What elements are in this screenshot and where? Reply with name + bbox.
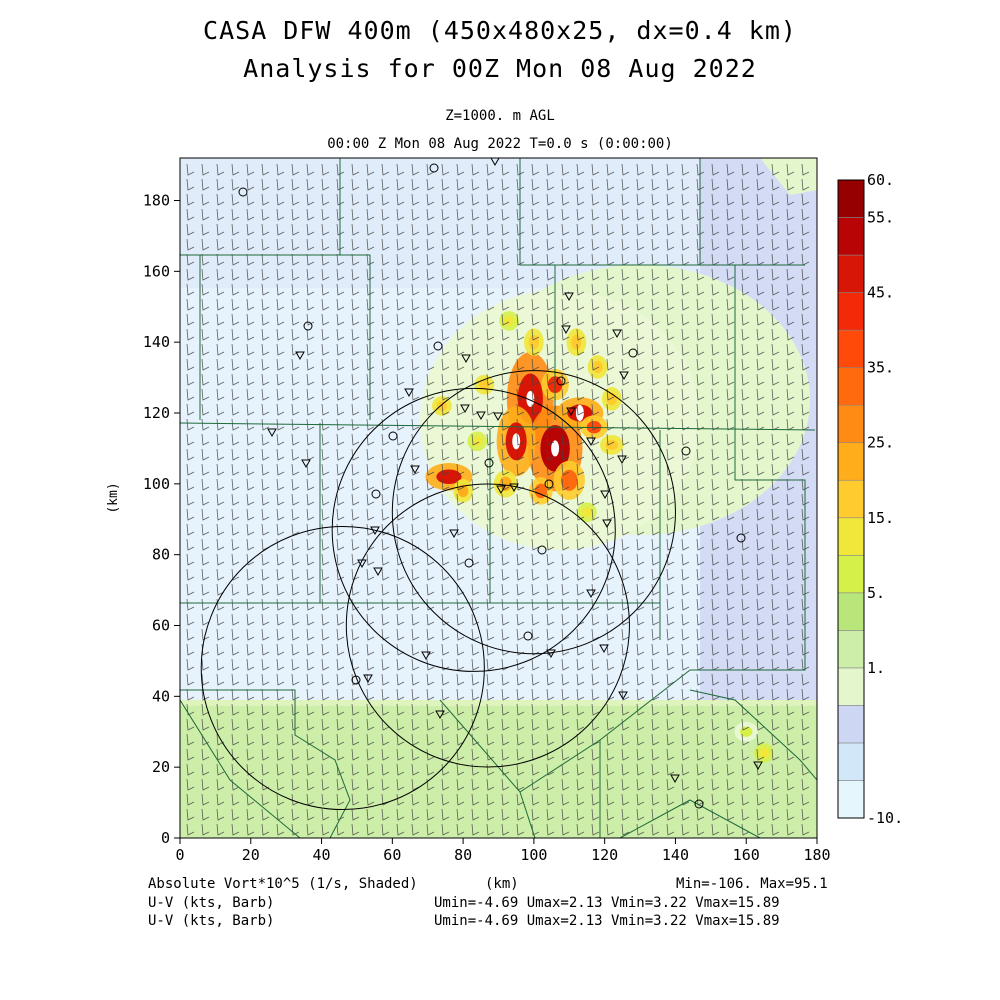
- colorbar-bin: [837, 780, 865, 819]
- x-tick-label: 140: [662, 846, 689, 864]
- y-tick-label: 20: [152, 758, 170, 776]
- colorbar: 60. 55. 45. 35. 25. 15. 5. 1. -10.: [837, 171, 903, 827]
- y-tick-label: 100: [143, 475, 170, 493]
- x-tick-label: 80: [454, 846, 472, 864]
- y-axis: 0 20 40 60 80 100 120 140 160 180: [143, 192, 180, 847]
- radar-ring: [391, 370, 676, 655]
- x-tick-label: 100: [520, 846, 547, 864]
- colorbar-label: 60.: [867, 171, 894, 189]
- x-axis: 0 20 40 60 80 100 120 140 160 180: [175, 838, 831, 864]
- min-max-label: Min=-106. Max=95.1: [676, 876, 828, 892]
- x-tick-label: 0: [175, 846, 184, 864]
- colorbar-bin: [837, 179, 865, 218]
- colorbar-label: 45.: [867, 284, 894, 302]
- colorbar-label: -10.: [867, 809, 903, 827]
- colorbar-label: 25.: [867, 434, 894, 452]
- colorbar-bin: [837, 742, 865, 781]
- colorbar-bin: [837, 217, 865, 256]
- field-label: Absolute Vort*10^5 (1/s, Shaded): [148, 876, 418, 892]
- colorbar-bin: [837, 592, 865, 631]
- colorbar-bin: [837, 479, 865, 519]
- colorbar-bin: [837, 367, 865, 406]
- colorbar-label: 5.: [867, 584, 885, 602]
- y-tick-label: 180: [143, 192, 170, 210]
- colorbar-bin: [837, 667, 865, 706]
- y-tick-label: 40: [152, 687, 170, 705]
- y-tick-label: 0: [161, 829, 170, 847]
- y-tick-label: 120: [143, 404, 170, 422]
- colorbar-bin: [837, 254, 865, 293]
- barb-label-1: U-V (kts, Barb): [148, 895, 275, 911]
- x-tick-label: 20: [242, 846, 260, 864]
- y-tick-label: 140: [143, 333, 170, 351]
- colorbar-bin: [837, 404, 865, 444]
- level-label: Z=1000. m AGL: [445, 108, 555, 124]
- x-tick-label: 160: [733, 846, 760, 864]
- time-label: 00:00 Z Mon 08 Aug 2022 T=0.0 s (0:00:00…: [327, 136, 673, 152]
- chart-title-line1: CASA DFW 400m (450x480x25, dx=0.4 km): [203, 16, 797, 45]
- x-tick-label: 120: [591, 846, 618, 864]
- uv-stats-2: Umin=-4.69 Umax=2.13 Vmin=3.22 Vmax=15.8…: [434, 913, 780, 929]
- shaded-field: [180, 158, 817, 838]
- station-markers: [238, 157, 763, 809]
- colorbar-bin: [837, 517, 865, 556]
- x-tick-label: 60: [383, 846, 401, 864]
- barb-label-2: U-V (kts, Barb): [148, 913, 275, 929]
- plot-frame: [179, 157, 818, 839]
- y-tick-label: 160: [143, 262, 170, 280]
- colorbar-label: 55.: [867, 209, 894, 227]
- x-axis-unit-label: (km): [485, 876, 519, 892]
- y-tick-label: 60: [152, 617, 170, 635]
- colorbar-label: 35.: [867, 359, 894, 377]
- vorticity-maxima: [425, 311, 774, 763]
- radar-ring: [345, 483, 630, 768]
- county-boundaries: [180, 158, 817, 838]
- uv-stats-1: Umin=-4.69 Umax=2.13 Vmin=3.22 Vmax=15.8…: [434, 895, 780, 911]
- x-tick-label: 40: [313, 846, 331, 864]
- colorbar-bin: [837, 554, 865, 594]
- colorbar-bin: [837, 630, 865, 669]
- colorbar-bin: [837, 329, 865, 368]
- colorbar-bin: [837, 705, 865, 744]
- radar-ring: [331, 387, 616, 672]
- colorbar-label: 15.: [867, 509, 894, 527]
- y-tick-label: 80: [152, 546, 170, 564]
- radar-range-rings: [200, 370, 676, 811]
- wind-barbs: [186, 163, 810, 836]
- radar-ring: [200, 525, 485, 811]
- chart-title-line2: Analysis for 00Z Mon 08 Aug 2022: [243, 54, 757, 83]
- colorbar-label: 1.: [867, 659, 885, 677]
- colorbar-bin: [837, 442, 865, 481]
- x-tick-label: 180: [803, 846, 830, 864]
- y-axis-label: (km): [106, 482, 121, 513]
- colorbar-bin: [837, 292, 865, 331]
